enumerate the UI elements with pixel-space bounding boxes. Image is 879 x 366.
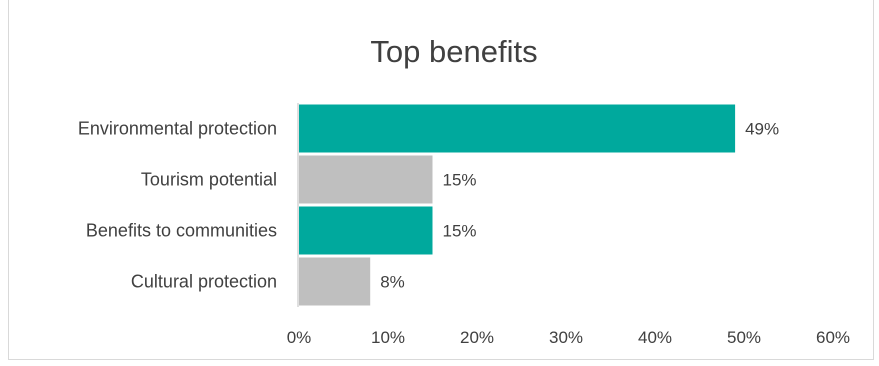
bar (299, 206, 433, 255)
bar (299, 104, 736, 153)
x-tick-label: 30% (549, 328, 583, 347)
category-label: Benefits to communities (86, 221, 277, 241)
chart-title: Top benefits (370, 34, 537, 69)
x-tick-label: 60% (816, 328, 850, 347)
category-label: Tourism potential (141, 170, 277, 190)
data-label: 15% (443, 171, 477, 190)
chart-frame (8, 0, 874, 360)
x-tick-label: 10% (371, 328, 405, 347)
data-label: 49% (745, 120, 779, 139)
data-label: 15% (443, 222, 477, 241)
x-tick-label: 40% (638, 328, 672, 347)
category-label: Environmental protection (78, 119, 277, 139)
labels-layer: Environmental protection 49% Tourism poten… (78, 119, 850, 348)
x-tick-label: 50% (727, 328, 761, 347)
x-tick-label: 20% (460, 328, 494, 347)
data-label: 8% (380, 273, 405, 292)
bar (299, 257, 371, 306)
bar (299, 155, 433, 204)
x-tick-label: 0% (287, 328, 312, 347)
category-label: Cultural protection (131, 272, 277, 292)
bars-layer (299, 104, 736, 306)
